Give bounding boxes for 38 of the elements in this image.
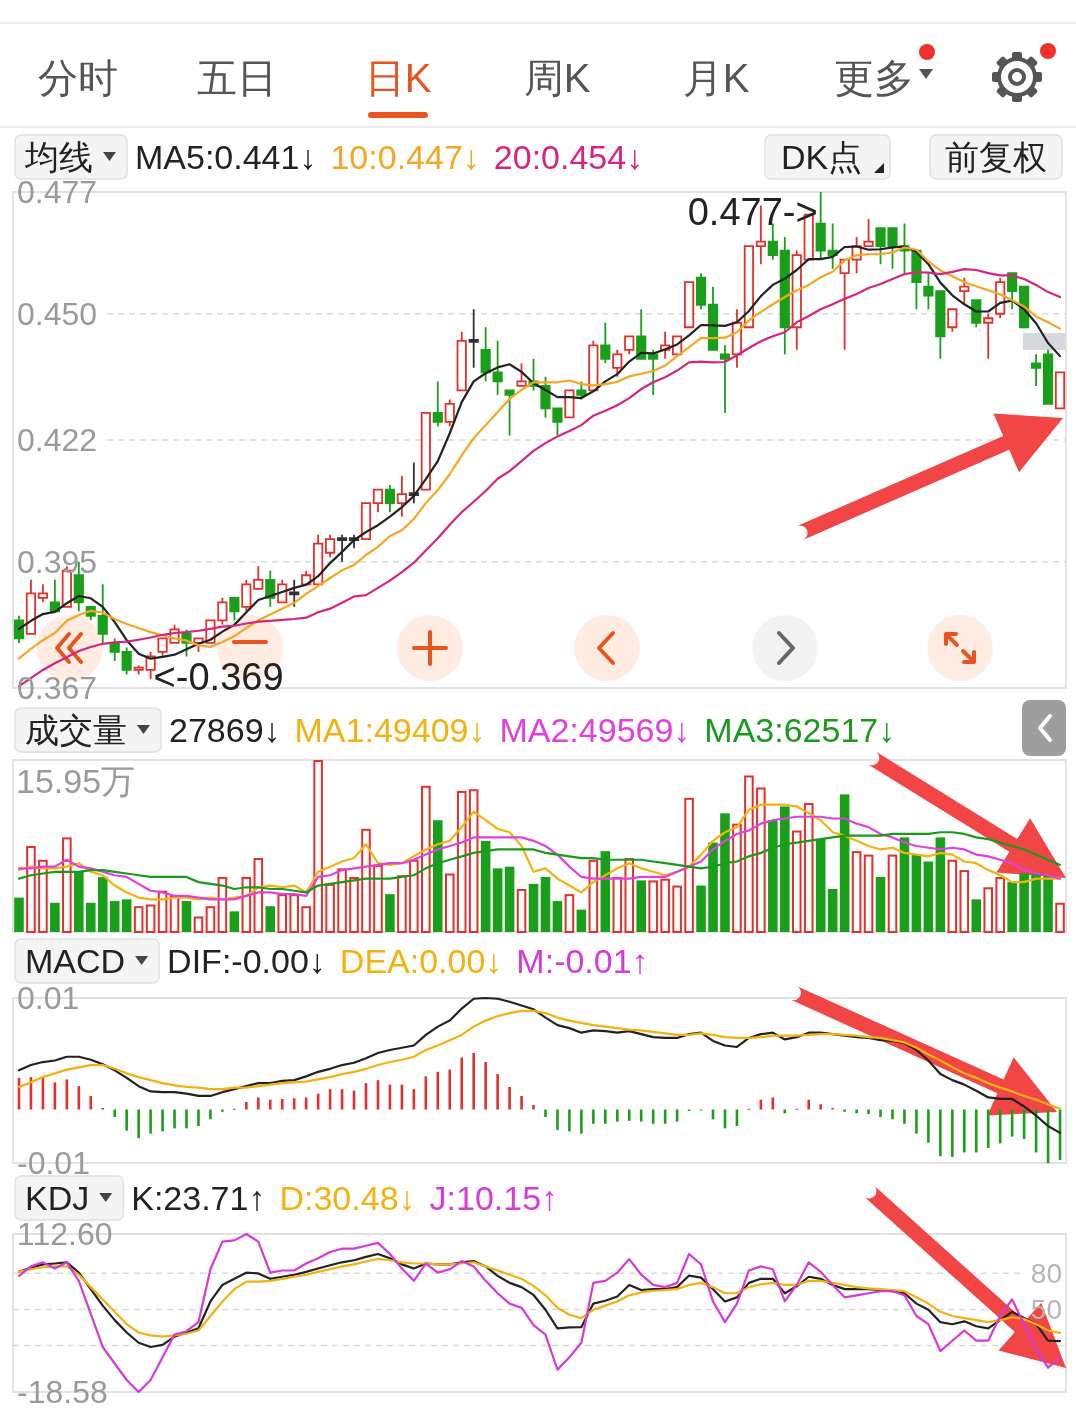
series-label: D:30.48↓ (279, 1179, 416, 1217)
text: 月K (682, 56, 750, 100)
text: DIF:-0.00↓ (167, 942, 326, 980)
series-label: J:10.15↑ (429, 1179, 559, 1217)
legend-label: MA5:0.441↓ (135, 138, 317, 176)
text: 前复权 (945, 138, 1047, 176)
y-tick-label: 0.367 (17, 670, 98, 706)
y-tick-label: 0.450 (17, 295, 98, 332)
annotation: 15.95万 (16, 761, 136, 800)
text: 20:0.454↓ (493, 138, 644, 176)
annotation: 0.477-> (687, 191, 818, 234)
y-tick-label: 0.395 (17, 543, 98, 580)
y-tick-label: 0.477 (17, 174, 98, 210)
legend-title: KDJ (25, 1179, 90, 1217)
y2-tick-label: 80 (1030, 1257, 1062, 1289)
text: 27869↓ (169, 711, 281, 749)
legend-title: 均线 (24, 138, 93, 176)
series-label: K:23.71↑ (131, 1179, 266, 1217)
text: 10:0.447↓ (330, 138, 480, 176)
series-label: MA1:49409↓ (294, 711, 486, 749)
text: M:-0.01↑ (516, 942, 649, 980)
y-tick-label: -18.58 (17, 1374, 108, 1408)
y-tick-label: 112.60 (17, 1216, 113, 1252)
y-tick-label: 0.422 (17, 422, 98, 458)
y-tick-label: 0.01 (17, 980, 80, 1016)
annotation: <-0.369 (153, 655, 284, 698)
text: MA2:49569↓ (499, 711, 691, 749)
text: 周K (523, 56, 591, 100)
text: 分时 (38, 56, 118, 100)
y-tick-label: -0.01 (17, 1145, 90, 1181)
text: 五日 (197, 56, 277, 100)
series-label: DEA:0.00↓ (339, 942, 503, 980)
legend-title: MACD (25, 942, 126, 980)
text: MA3:62517↓ (704, 711, 896, 749)
text: DK点 (780, 138, 863, 176)
text: 日K (364, 56, 432, 100)
text: 更多 (834, 56, 914, 100)
legend-title: 成交量 (25, 711, 127, 749)
